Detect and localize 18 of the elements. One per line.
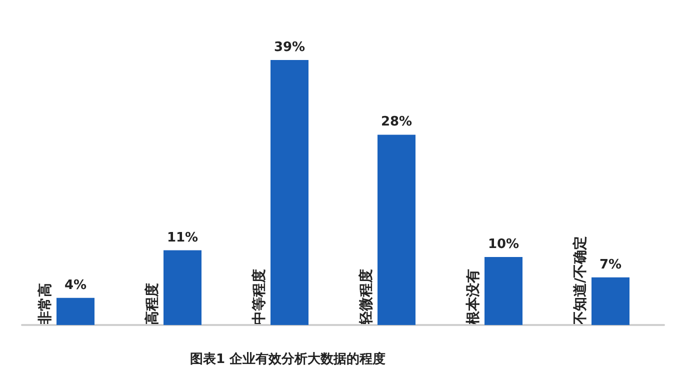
bar <box>484 257 522 325</box>
data-label: 28% <box>380 114 412 130</box>
data-label: 39% <box>274 40 306 55</box>
data-label: 7% <box>599 257 622 272</box>
data-label: 10% <box>488 237 520 252</box>
x-tick-label: 根本没有 <box>466 269 482 326</box>
bar <box>164 250 202 325</box>
data-label: 4% <box>64 278 87 293</box>
x-tick-label: 轻微程度 <box>358 269 374 326</box>
text: 图表1 企业有效分析大数据的程度 <box>190 351 386 367</box>
x-tick-label: 不知道/不确定 <box>572 236 588 326</box>
bar <box>378 134 416 325</box>
bar <box>592 277 630 325</box>
x-tick-label: 高程度 <box>144 283 160 325</box>
data-label: 11% <box>166 230 198 246</box>
bar <box>270 60 308 325</box>
x-tick-label: 非常高 <box>36 283 54 326</box>
bar <box>56 298 94 325</box>
